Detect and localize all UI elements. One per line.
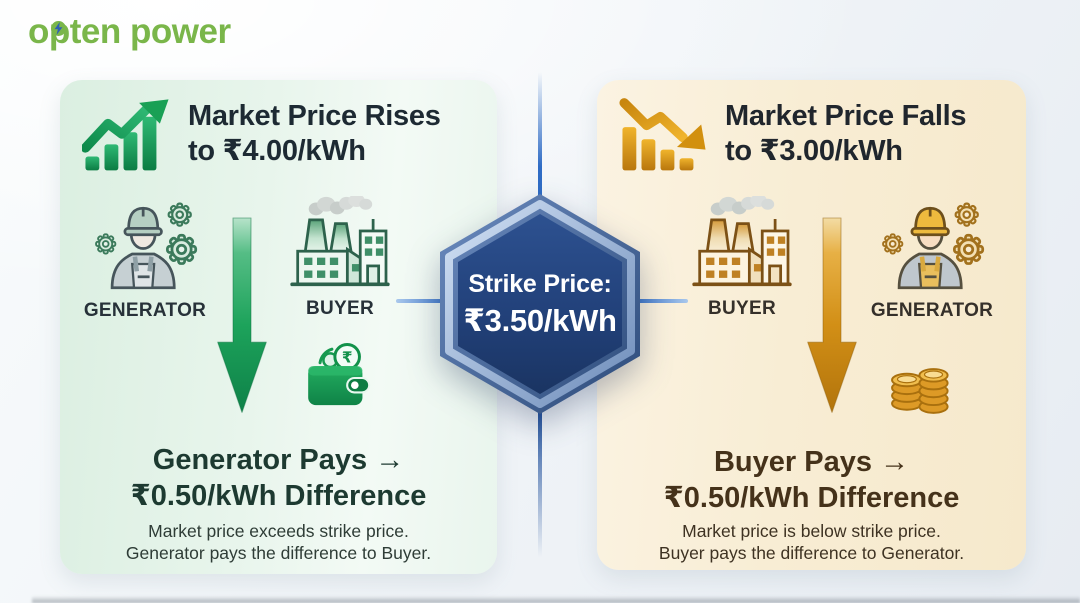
buyer-pays-headline: Buyer Pays → ₹0.50/kWh Difference [663,446,960,514]
market-falls-header: Market Price Falls to ₹3.00/kWh [619,94,967,174]
strike-price-badge: Strike Price: ₹3.50/kWh [433,188,647,420]
market-falls-panel: Market Price Falls to ₹3.00/kWh [597,80,1026,570]
brand-logo: opten power [28,12,231,52]
entity-label: BUYER [707,298,776,319]
generator-pays-note: Market price exceeds strike price. Gener… [125,521,432,563]
entity-label: BUYER [305,298,374,319]
market-rises-panel: Market Price Rises to ₹4.00/kWh [60,80,497,574]
strike-price-text: Strike Price: ₹3.50/kWh [433,188,647,420]
brand-logo-text-o: o [28,12,49,51]
trend-down-chart-icon [619,98,706,171]
buyer-factory-icon [692,194,792,287]
wallet-rupee-icon: ₹ [308,343,371,406]
bottom-shadow [32,596,1080,603]
strike-price-label: Strike Price: [468,269,612,298]
coin-stack-icon [891,368,949,414]
panel-title: Market Price Falls to ₹3.00/kWh [725,100,967,167]
trend-up-chart-icon [82,99,169,171]
generator-entity: GENERATOR [80,196,210,322]
payment-flow-down-arrow-icon [217,217,267,413]
entity-label: GENERATOR [83,300,207,321]
svg-text:₹: ₹ [342,348,353,366]
lightning-bolt-icon [51,21,67,36]
entity-label: GENERATOR [870,300,994,321]
payment-flow-down-arrow-icon [807,217,857,413]
buyer-entity: BUYER [677,194,807,320]
divider-line-bottom [538,408,542,574]
market-rises-header: Market Price Rises to ₹4.00/kWh [82,94,441,174]
panel-title: Market Price Rises to ₹4.00/kWh [188,100,441,167]
generator-pays-headline: Generator Pays → ₹0.50/kWh Difference [130,444,427,512]
generator-entity: GENERATOR [867,196,997,322]
connector-line-left [396,299,454,303]
strike-price-value: ₹3.50/kWh [463,302,617,338]
hexagon-icon [440,194,640,414]
generator-worker-icon [882,202,985,290]
brand-logo-text-rest: ten power [69,12,231,51]
buyer-pays-note: Market price is below strike price. Buye… [658,521,965,563]
buyer-entity: BUYER [275,194,405,320]
connector-line-right [630,299,688,303]
divider-line-top [538,72,542,198]
buyer-factory-icon [290,194,390,287]
brand-logo-text-p: p [49,12,70,52]
generator-worker-icon [95,202,198,290]
